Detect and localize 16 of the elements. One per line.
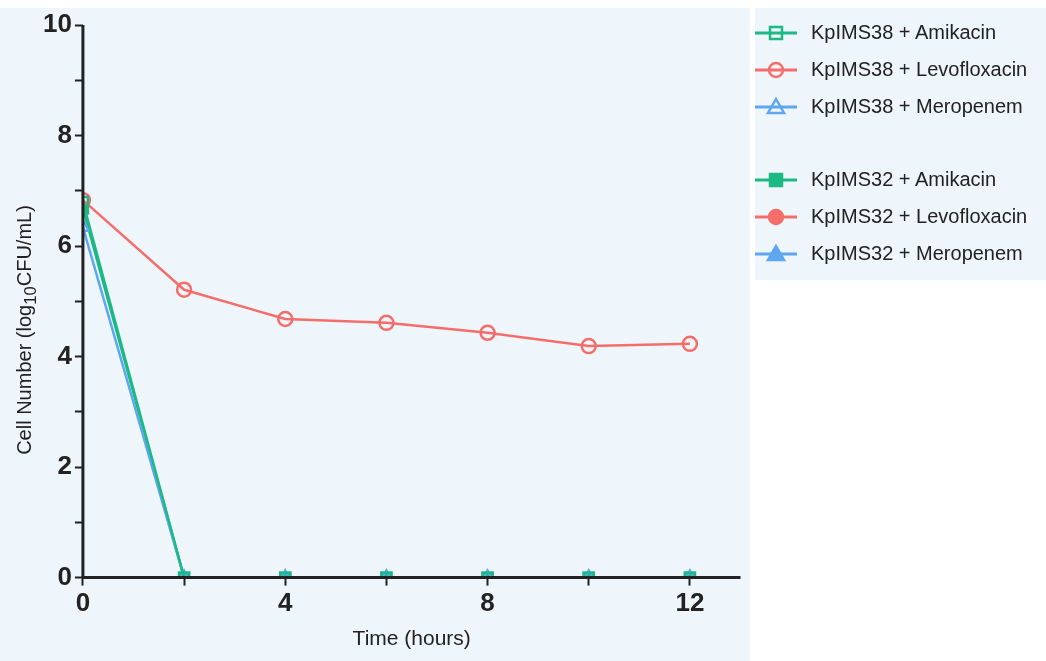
- legend-label: KpIMS32 + Levofloxacin: [811, 205, 1028, 228]
- x-axis-title: Time (hours): [352, 626, 471, 650]
- y-tick-label: 0: [57, 560, 72, 591]
- y-tick-label: 2: [57, 450, 72, 481]
- legend-label: KpIMS38 + Meropenem: [811, 95, 1023, 118]
- y-tick-label: 6: [57, 229, 72, 260]
- x-tick-label: 12: [675, 587, 705, 618]
- legend-label: KpIMS38 + Amikacin: [811, 21, 997, 44]
- y-tick-label: 10: [43, 8, 72, 39]
- y-tick-label: 8: [57, 118, 72, 149]
- legend-label: KpIMS32 + Amikacin: [811, 168, 997, 191]
- legend-label: KpIMS32 + Meropenem: [811, 242, 1023, 265]
- y-tick-label: 4: [57, 339, 73, 370]
- x-tick-label: 4: [278, 587, 294, 618]
- legend-label: KpIMS38 + Levofloxacin: [811, 58, 1028, 81]
- x-tick-label: 8: [480, 587, 495, 618]
